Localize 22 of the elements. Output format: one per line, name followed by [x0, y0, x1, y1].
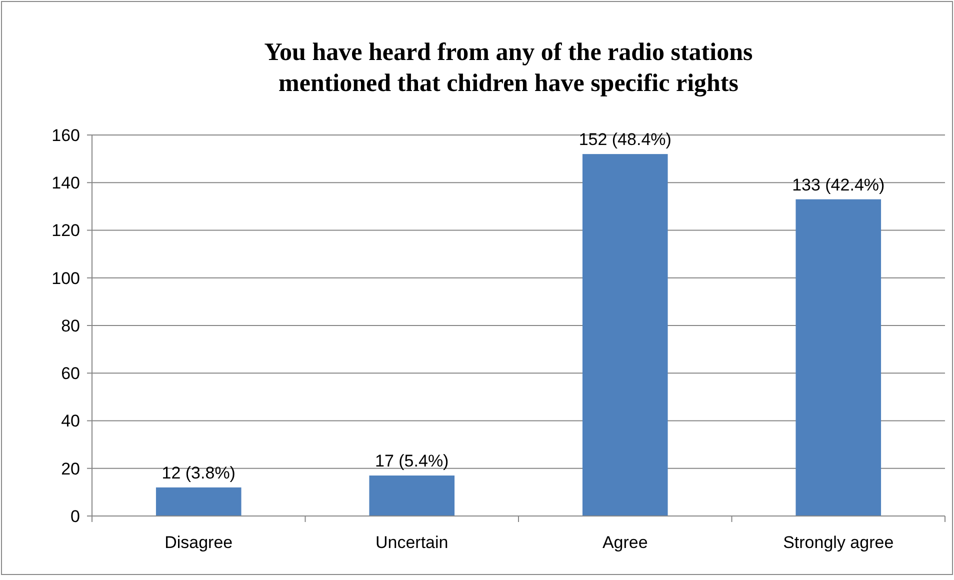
x-tick-label: Agree — [602, 533, 648, 552]
bar — [369, 476, 455, 516]
bar — [156, 487, 242, 516]
data-label: 152 (48.4%) — [578, 130, 672, 150]
y-tick-label: 140 — [52, 174, 80, 193]
y-tick-label: 120 — [52, 221, 80, 240]
y-tick-label: 40 — [61, 412, 80, 431]
bar — [582, 154, 668, 516]
y-tick-label: 160 — [52, 126, 80, 145]
data-label: 17 (5.4%) — [375, 452, 449, 471]
y-tick-label: 60 — [61, 364, 80, 384]
x-tick-label: Disagree — [164, 533, 233, 552]
x-tick-label: Uncertain — [375, 533, 448, 552]
chart-title: You have heard from any of the radio stations mentioned that chidren have specific rights — [264, 39, 753, 97]
y-tick-label: 100 — [52, 268, 80, 288]
data-label: 12 (3.8%) — [162, 463, 236, 482]
y-tick-label: 0 — [70, 506, 80, 526]
y-tick-label: 80 — [61, 316, 80, 336]
bar — [796, 199, 882, 516]
data-label: 133 (42.4%) — [792, 175, 885, 194]
y-tick-label: 20 — [61, 459, 80, 478]
x-tick-label: Strongly agree — [783, 533, 894, 552]
